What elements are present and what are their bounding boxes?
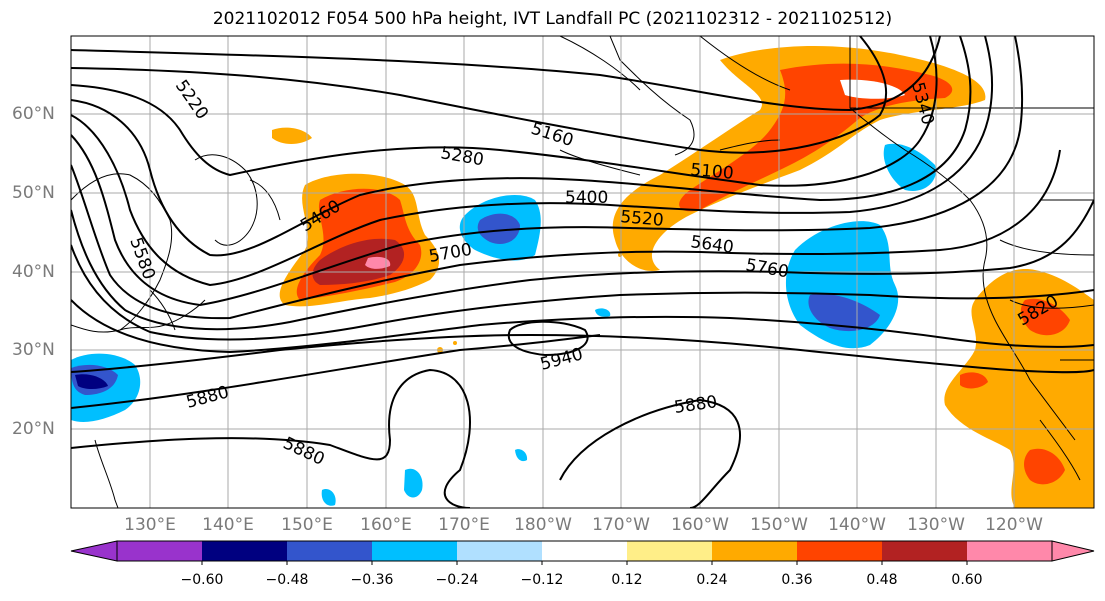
colorbar-tick-label: −0.48 (265, 572, 309, 588)
map-layers (71, 36, 1094, 508)
lon-label: 130°W (907, 515, 965, 535)
colorbar-tick-label: 0.36 (781, 572, 813, 588)
lon-label: 130°E (124, 515, 176, 535)
colorbar-tick-label: −0.60 (180, 572, 224, 588)
lat-label: 20°N (12, 419, 55, 439)
colorbar-tick-label: 0.60 (951, 572, 983, 588)
lon-label: 120°W (985, 515, 1043, 535)
lon-label: 150°E (281, 515, 333, 535)
contour-label: 5520 (620, 207, 665, 231)
lon-label: 160°E (360, 515, 412, 535)
lat-label: 60°N (12, 104, 55, 124)
lon-label: 170°E (438, 515, 490, 535)
colorbar-tick-label: −0.36 (350, 572, 394, 588)
colorbar-tick-label: 0.24 (696, 572, 728, 588)
lon-label: 150°W (750, 515, 808, 535)
colorbar-tick-label: 0.12 (611, 572, 643, 588)
colorbar (70, 540, 1095, 565)
contour-label: 5400 (565, 188, 608, 208)
lon-label: 180°W (514, 515, 572, 535)
lon-label: 170°W (592, 515, 650, 535)
map-frame (70, 35, 1095, 509)
coastlines (71, 36, 1094, 508)
colorbar-tick-label: −0.12 (520, 572, 564, 588)
ivt-positive-shading (272, 45, 1094, 508)
map-title: 2021102012 F054 500 hPa height, IVT Land… (212, 9, 893, 29)
lat-label: 40°N (12, 262, 55, 282)
lon-label: 140°W (828, 515, 886, 535)
height-contours (71, 36, 1094, 508)
contour-label: 5100 (690, 160, 735, 184)
lon-label: 140°E (202, 515, 254, 535)
lat-label: 30°N (12, 340, 55, 360)
lon-label: 160°W (671, 515, 729, 535)
colorbar-tick-label: −0.24 (435, 572, 479, 588)
colorbar-tick-label: 0.48 (866, 572, 898, 588)
lat-label: 50°N (12, 183, 55, 203)
